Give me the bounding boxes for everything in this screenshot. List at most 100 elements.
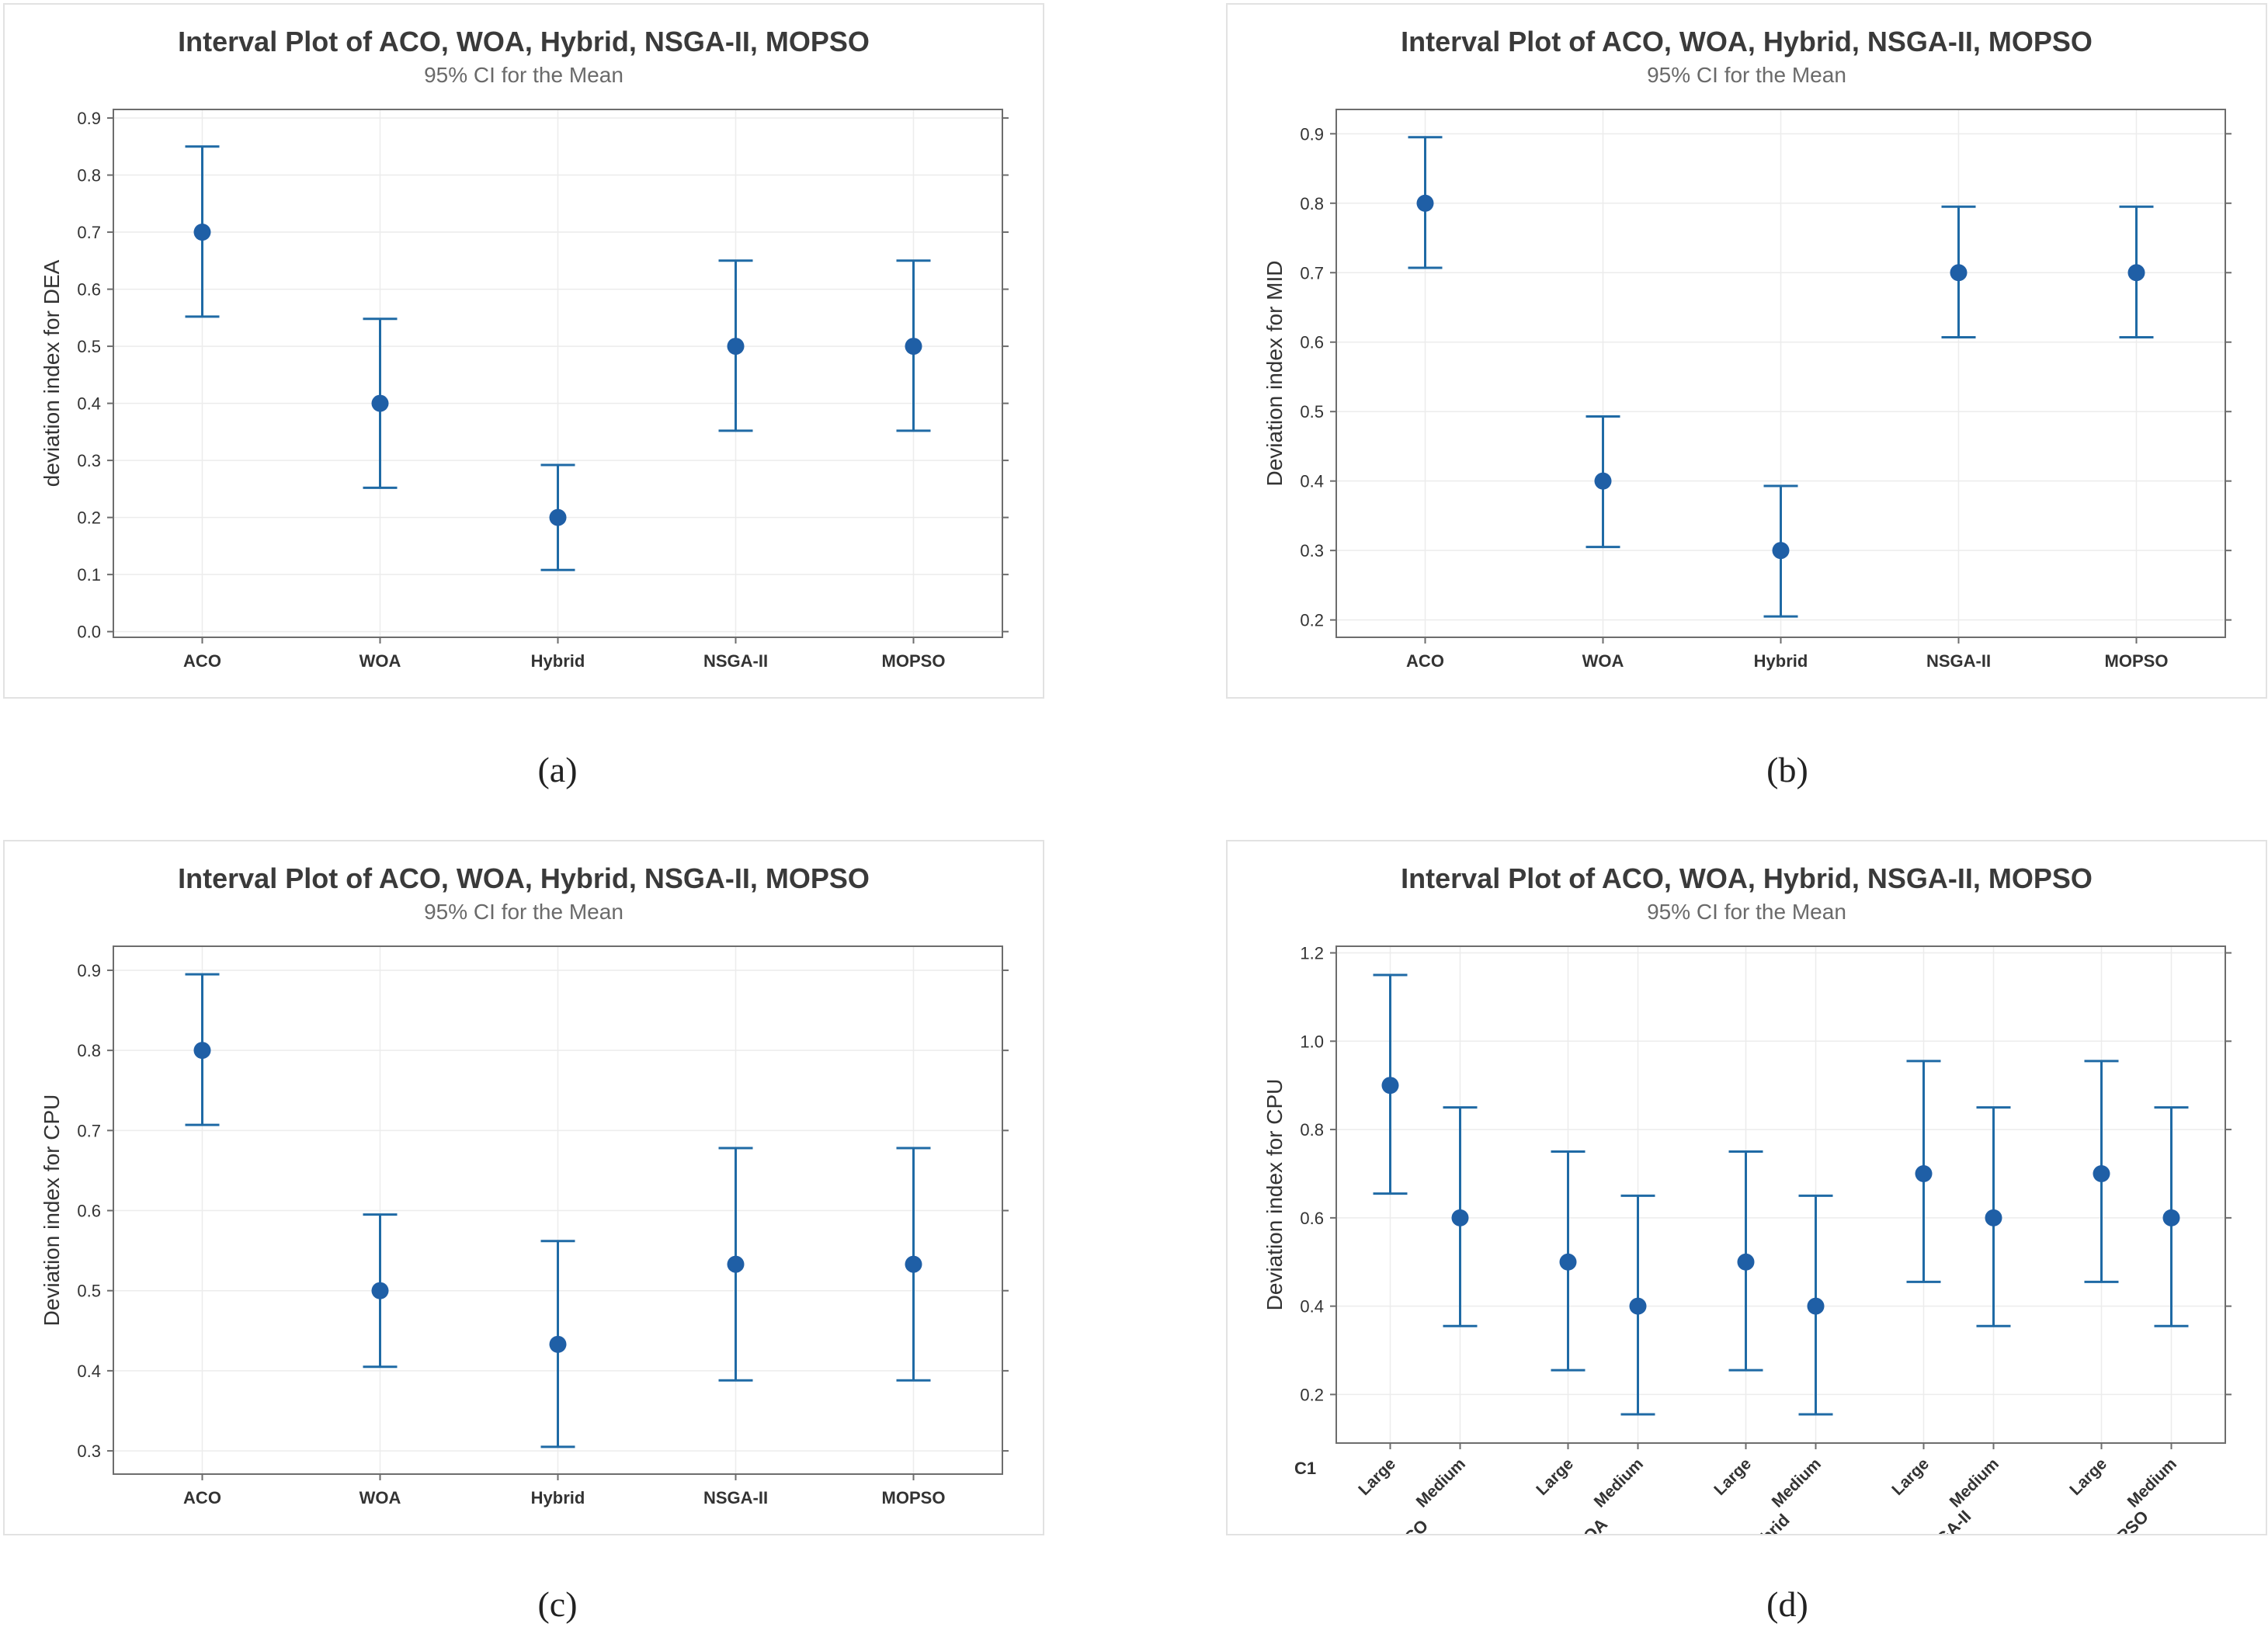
mean-marker [193, 224, 211, 241]
mean-marker [1985, 1209, 2002, 1226]
chart-d-svg: Interval Plot of ACO, WOA, Hybrid, NSGA-… [1263, 862, 2232, 1534]
interval-plot-a: Interval Plot of ACO, WOA, Hybrid, NSGA-… [3, 3, 1044, 699]
y-tick-label: 0.8 [1300, 194, 1324, 213]
mean-marker [905, 1255, 922, 1273]
x-subcategory-label: Large [1888, 1455, 1933, 1499]
x-subcategory-label: Medium [1769, 1455, 1825, 1511]
x-category-label: MOPSO [2105, 651, 2169, 671]
y-axis-label: Deviation index for CPU [40, 1095, 64, 1327]
y-tick-label: 0.6 [77, 280, 101, 300]
chart-subtitle: 95% CI for the Mean [1647, 63, 1846, 87]
x-subcategory-label: Large [1533, 1455, 1577, 1499]
x-category-label: NSGA-II [703, 1488, 768, 1507]
chart-subtitle: 95% CI for the Mean [424, 900, 623, 924]
y-tick-label: 0.3 [77, 1442, 101, 1461]
x-category-label: ACO [183, 651, 221, 671]
chart-a-svg: Interval Plot of ACO, WOA, Hybrid, NSGA-… [40, 26, 1009, 671]
mean-marker [1559, 1253, 1577, 1271]
x-category-label: MOPSO [882, 651, 946, 671]
x-group-label: WOA [1568, 1514, 1611, 1534]
y-tick-label: 0.9 [77, 961, 101, 980]
mean-marker [2093, 1164, 2110, 1182]
chart-c-svg: Interval Plot of ACO, WOA, Hybrid, NSGA-… [40, 862, 1009, 1507]
chart-title: Interval Plot of ACO, WOA, Hybrid, NSGA-… [178, 26, 870, 57]
y-tick-label: 0.4 [1300, 472, 1324, 491]
interval-plot-d: Interval Plot of ACO, WOA, Hybrid, NSGA-… [1226, 840, 2267, 1535]
y-tick-label: 0.8 [77, 1041, 101, 1060]
mean-marker [193, 1042, 211, 1060]
mean-marker [371, 1282, 389, 1299]
mean-marker [371, 394, 389, 412]
y-tick-label: 0.5 [1300, 402, 1324, 422]
x-category-label: Hybrid [531, 1488, 585, 1507]
x-group-label: ACO [1391, 1516, 1432, 1534]
mean-marker [1451, 1209, 1469, 1226]
y-tick-label: 1.0 [1300, 1032, 1324, 1051]
x-category-label: ACO [1406, 651, 1444, 671]
y-tick-label: 0.8 [77, 166, 101, 186]
x-category-label: ACO [183, 1488, 221, 1507]
y-tick-label: 0.5 [77, 1282, 101, 1301]
y-tick-label: 0.3 [1300, 541, 1324, 560]
x-category-label: WOA [1582, 651, 1624, 671]
mean-marker [2162, 1209, 2180, 1226]
y-tick-label: 0.7 [1300, 263, 1324, 283]
y-tick-label: 0.1 [77, 565, 101, 585]
mean-marker [905, 338, 922, 356]
x-category-label: NSGA-II [703, 651, 768, 671]
y-tick-label: 0.4 [77, 394, 101, 414]
x-group-label: Hybrid [1742, 1510, 1794, 1534]
y-tick-label: 0.7 [77, 223, 101, 242]
y-tick-label: 0.6 [77, 1202, 101, 1221]
y-tick-label: 0.0 [77, 623, 101, 642]
interval-plot-c: Interval Plot of ACO, WOA, Hybrid, NSGA-… [3, 840, 1044, 1535]
x-subcategory-label: Large [1711, 1455, 1755, 1499]
chart-subtitle: 95% CI for the Mean [424, 63, 623, 87]
y-tick-label: 0.4 [1300, 1297, 1324, 1317]
x-category-label: WOA [359, 651, 401, 671]
mean-marker [2127, 264, 2145, 282]
chart-title: Interval Plot of ACO, WOA, Hybrid, NSGA-… [1401, 862, 2093, 894]
mean-marker [727, 1255, 745, 1273]
y-tick-label: 0.2 [1300, 1385, 1324, 1404]
mean-marker [1772, 542, 1790, 560]
y-tick-label: 0.4 [77, 1362, 101, 1381]
mean-marker [1416, 194, 1434, 212]
x-subcategory-label: Large [2066, 1455, 2110, 1499]
y-tick-label: 0.5 [77, 337, 101, 356]
mean-marker [1629, 1297, 1647, 1315]
y-tick-label: 0.2 [77, 508, 101, 528]
y-tick-label: 0.6 [1300, 1209, 1324, 1228]
x-category-label: MOPSO [882, 1488, 946, 1507]
y-tick-label: 0.8 [1300, 1120, 1324, 1140]
x-subcategory-label: Medium [2124, 1455, 2180, 1511]
x-subcategory-label: Medium [1413, 1455, 1469, 1511]
chart-b-svg: Interval Plot of ACO, WOA, Hybrid, NSGA-… [1263, 26, 2232, 671]
mean-marker [1594, 472, 1612, 490]
mean-marker [1737, 1253, 1755, 1271]
x-subcategory-label: Medium [1947, 1455, 2002, 1511]
plot-frame [1335, 945, 2226, 1444]
mean-marker [1950, 264, 1968, 282]
y-tick-label: 0.6 [1300, 333, 1324, 352]
mean-marker [727, 338, 745, 356]
chart-title: Interval Plot of ACO, WOA, Hybrid, NSGA-… [1401, 26, 2093, 57]
x-category-label: WOA [359, 1488, 401, 1507]
y-tick-label: 1.2 [1300, 944, 1324, 963]
grouping-label: C1 [1294, 1459, 1316, 1478]
caption-b: (b) [1766, 750, 1808, 789]
mean-marker [549, 508, 567, 526]
mean-marker [1915, 1164, 1933, 1182]
caption-d: (d) [1766, 1584, 1808, 1624]
y-tick-label: 0.3 [77, 451, 101, 470]
y-tick-label: 0.9 [77, 109, 101, 128]
x-group-label: MOPSO [2093, 1507, 2152, 1534]
y-tick-label: 0.7 [77, 1121, 101, 1140]
y-axis-label: Deviation index for MID [1263, 260, 1287, 486]
x-category-label: Hybrid [1754, 651, 1808, 671]
y-axis-label: deviation index for DEA [40, 259, 64, 487]
y-axis-label: Deviation index for CPU [1263, 1079, 1287, 1311]
mean-marker [1381, 1077, 1399, 1095]
chart-subtitle: 95% CI for the Mean [1647, 900, 1846, 924]
caption-a: (a) [537, 750, 578, 789]
